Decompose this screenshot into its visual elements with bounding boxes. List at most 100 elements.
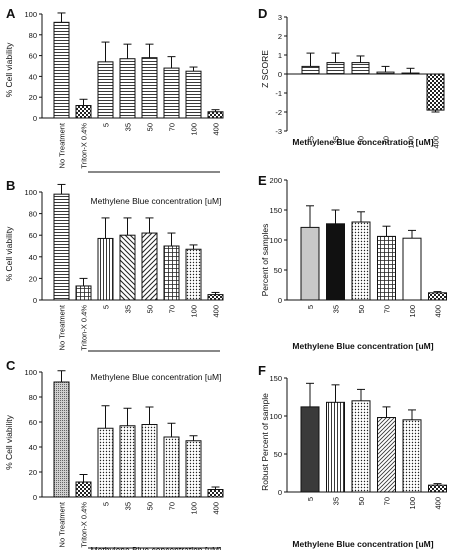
- y-tick-label: 100: [269, 236, 282, 245]
- x-axis-label: Methylene Blue concentration [uM]: [292, 341, 433, 351]
- bar-50: [351, 221, 371, 301]
- x-tick-label: 5: [102, 123, 111, 127]
- x-tick-label: 70: [383, 497, 392, 505]
- bar-70: [377, 417, 396, 493]
- x-tick-label: Triton-X 0.4%: [80, 123, 89, 169]
- x-tick-label: 50: [146, 305, 155, 313]
- bar-50: [141, 57, 158, 119]
- bar-5: [300, 406, 320, 493]
- bar-400: [428, 292, 447, 301]
- bar-70: [163, 245, 180, 301]
- bar-5: [97, 237, 114, 301]
- panel-letter: A: [6, 6, 16, 21]
- bar-400: [207, 111, 224, 119]
- x-tick-label: 70: [168, 123, 177, 131]
- y-tick-label: 40: [29, 253, 37, 262]
- x-tick-label: 35: [332, 136, 341, 144]
- bar-100: [185, 440, 202, 498]
- bar-triton-x-0-4-: [75, 285, 92, 301]
- x-tick-label: No Treatment: [58, 501, 67, 547]
- panel-a: A % Cell viability 0 20 40 60 80 100 No Treatmen…: [4, 6, 224, 206]
- x-axis-label: Methylene Blue concentration [uM]: [91, 372, 222, 382]
- bar-50: [351, 400, 371, 493]
- x-tick-label: 35: [124, 123, 133, 131]
- x-tick-label: 100: [190, 502, 199, 515]
- bar-70: [377, 235, 396, 301]
- bar-no-treatment: [53, 193, 70, 301]
- x-tick-label: 5: [102, 305, 111, 309]
- bar-70: [163, 436, 180, 498]
- y-tick-label: 60: [29, 52, 37, 61]
- x-axis-label: Methylene Blue concentration [uM]: [292, 137, 433, 147]
- bar-400: [428, 484, 447, 493]
- bar-70: [163, 67, 180, 119]
- bar-no-treatment: [53, 381, 70, 498]
- y-tick-label: 50: [274, 266, 282, 275]
- bar-5: [97, 427, 114, 498]
- y-axis-label: % Cell viability: [4, 414, 14, 470]
- panel-c: C % Cell viability 0 20 40 60 80 100 No Treatmen…: [4, 358, 224, 550]
- bar-35: [326, 62, 345, 75]
- y-tick-label: 0: [33, 296, 37, 305]
- y-tick-label: 50: [274, 450, 282, 459]
- y-tick-label: -2: [275, 108, 282, 117]
- bar-5: [300, 226, 320, 301]
- y-tick-label: 200: [269, 176, 282, 185]
- x-tick-label: Triton-X 0.4%: [80, 502, 89, 548]
- x-tick-label: 400: [432, 136, 441, 149]
- bar-400: [207, 489, 224, 498]
- y-tick-label: 20: [29, 468, 37, 477]
- bar-5: [97, 61, 114, 119]
- bar-5: [301, 65, 320, 75]
- x-tick-label: 400: [212, 502, 221, 515]
- x-tick-label: 100: [408, 497, 417, 510]
- x-tick-label: 400: [212, 305, 221, 318]
- bar-35: [326, 401, 345, 493]
- x-tick-label: 50: [357, 305, 366, 313]
- bar-35: [119, 425, 136, 498]
- y-tick-label: 0: [33, 114, 37, 123]
- x-tick-label: 35: [332, 305, 341, 313]
- y-axis-label: % Cell viability: [4, 42, 14, 98]
- bar-50: [141, 424, 158, 498]
- x-tick-label: 70: [168, 305, 177, 313]
- y-tick-label: 150: [269, 374, 282, 383]
- x-tick-label: 35: [332, 497, 341, 505]
- y-tick-label: 80: [29, 31, 37, 40]
- y-tick-label: 80: [29, 393, 37, 402]
- x-tick-label: 50: [357, 136, 366, 144]
- y-tick-label: 100: [24, 10, 37, 19]
- bar-35: [326, 223, 345, 301]
- bar-50: [141, 232, 158, 301]
- y-axis-label: Robust Percent of sample: [260, 393, 270, 491]
- x-tick-label: 50: [146, 502, 155, 510]
- y-axis-label: % Cell viability: [4, 226, 14, 282]
- x-tick-label: 5: [306, 305, 315, 309]
- bar-50: [351, 62, 370, 75]
- bar-no-treatment: [53, 21, 70, 119]
- y-tick-label: 0: [278, 296, 282, 305]
- x-tick-label: 70: [382, 136, 391, 144]
- x-axis-label: Methylene Blue concentration [uM]: [91, 545, 222, 550]
- y-tick-label: 150: [269, 206, 282, 215]
- x-tick-label: 50: [357, 497, 366, 505]
- y-tick-label: 0: [278, 70, 282, 79]
- panel-letter: C: [6, 358, 16, 373]
- bar-100: [402, 237, 422, 301]
- bar-35: [119, 58, 136, 119]
- y-tick-label: 1: [278, 51, 282, 60]
- y-axis-label: Z SCORE: [260, 50, 270, 88]
- x-tick-label: 35: [124, 305, 133, 313]
- panel-letter: F: [258, 363, 266, 378]
- x-tick-label: No Treatment: [58, 122, 67, 168]
- y-tick-label: -3: [275, 127, 282, 136]
- y-tick-label: 3: [278, 13, 282, 22]
- bar-100: [185, 70, 202, 119]
- x-axis-label: Methylene Blue concentration [uM]: [292, 539, 433, 549]
- panel-b: B % Cell viability 0 20 40 60 80 100 No Treatmen…: [4, 178, 224, 382]
- y-tick-label: 40: [29, 72, 37, 81]
- y-tick-label: -1: [275, 89, 282, 98]
- x-tick-label: 400: [434, 305, 443, 318]
